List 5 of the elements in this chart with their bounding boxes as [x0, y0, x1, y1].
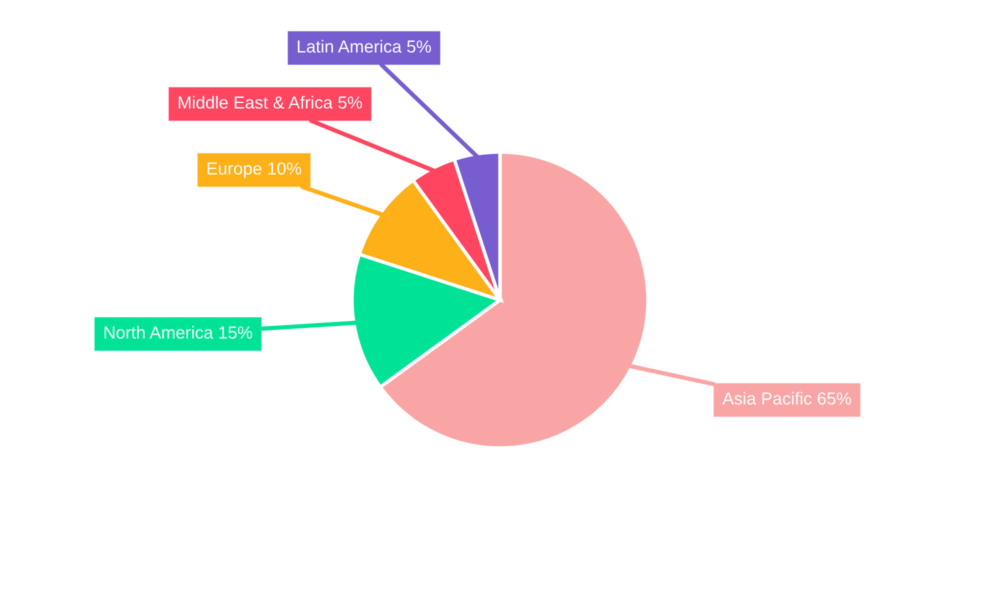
slice-label: Latin America 5% — [298, 40, 431, 53]
slice-label: North America 15% — [104, 326, 252, 339]
slice-label: Europe 10% — [208, 162, 302, 178]
slice-label: Asia Pacific 65% — [722, 392, 852, 405]
slice-label: Middle East & Africa 5% — [178, 96, 362, 109]
